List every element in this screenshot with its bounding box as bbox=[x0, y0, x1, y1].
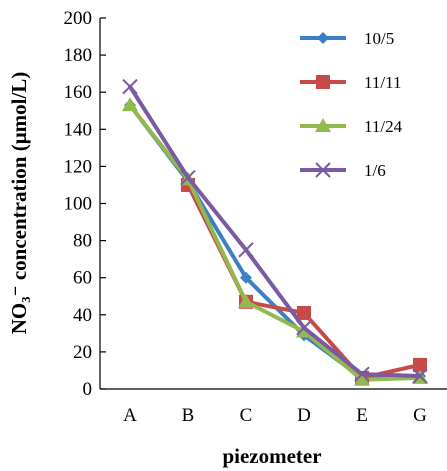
series-line bbox=[186, 182, 422, 380]
data-point bbox=[296, 320, 312, 336]
legend-item: 11/24 bbox=[300, 117, 403, 136]
series-10-5 bbox=[124, 99, 426, 384]
legend-item: 10/5 bbox=[300, 29, 394, 48]
data-point bbox=[354, 366, 370, 382]
data-point bbox=[122, 97, 138, 112]
y-tick-label: 200 bbox=[64, 8, 93, 29]
legend-label: 1/6 bbox=[364, 161, 386, 180]
data-point bbox=[122, 78, 138, 95]
data-point bbox=[180, 169, 196, 186]
legend-label: 11/24 bbox=[364, 117, 403, 136]
y-tick-label: 20 bbox=[73, 342, 92, 363]
x-tick-label: A bbox=[123, 405, 137, 426]
series-layer bbox=[122, 78, 428, 386]
y-tick-label: 100 bbox=[64, 194, 93, 215]
data-point bbox=[296, 323, 312, 338]
legend-marker bbox=[317, 32, 329, 44]
data-point bbox=[412, 368, 428, 384]
y-tick-label: 40 bbox=[73, 305, 92, 326]
legend-marker bbox=[315, 162, 331, 178]
x-tick-label: D bbox=[297, 405, 311, 426]
series-line bbox=[128, 103, 422, 382]
y-tick-label: 160 bbox=[64, 82, 93, 103]
x-tick-label: B bbox=[182, 405, 195, 426]
data-point bbox=[354, 371, 370, 386]
y-tick-label: 180 bbox=[64, 45, 93, 66]
y-tick-label: 140 bbox=[64, 119, 93, 140]
legend-item: 11/11 bbox=[300, 73, 401, 92]
series-line bbox=[128, 84, 422, 379]
legend-marker bbox=[316, 75, 330, 89]
y-tick-label: 60 bbox=[73, 268, 92, 289]
data-point bbox=[240, 271, 252, 284]
y-axis-ticks: 0 20 40 60 80 100 120 140 160 180 200 bbox=[64, 8, 106, 400]
x-axis-title: piezometer bbox=[222, 444, 321, 468]
legend-item: 1/6 bbox=[300, 161, 386, 180]
series-1-6 bbox=[122, 78, 428, 384]
series-11-11 bbox=[181, 177, 427, 385]
y-tick-label: 80 bbox=[73, 231, 92, 252]
x-tick-label: G bbox=[413, 405, 427, 426]
y-tick-label: 0 bbox=[83, 379, 93, 400]
legend: 10/5 11/11 11/24 1/6 bbox=[300, 29, 403, 180]
series-line bbox=[128, 103, 422, 380]
data-point bbox=[413, 357, 427, 372]
data-point bbox=[238, 293, 254, 308]
data-point bbox=[297, 305, 311, 320]
data-point bbox=[238, 242, 254, 258]
legend-label: 11/11 bbox=[364, 73, 401, 92]
y-axis-title: NO₃⁻ concentration (μmol/L) bbox=[7, 72, 31, 335]
legend-marker bbox=[315, 118, 331, 132]
x-tick-label: C bbox=[240, 405, 253, 426]
y-tick-label: 120 bbox=[64, 156, 93, 177]
legend-label: 10/5 bbox=[364, 29, 394, 48]
x-tick-label: E bbox=[356, 405, 368, 426]
series-11-24 bbox=[122, 97, 428, 386]
